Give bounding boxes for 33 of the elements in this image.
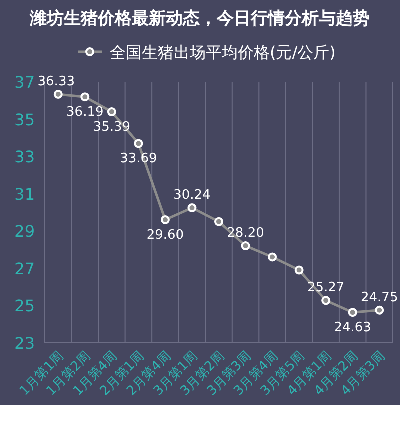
point [375, 306, 384, 315]
y-tick-label: 37 [14, 73, 35, 92]
data-label: 36.19 [66, 105, 104, 120]
point [214, 217, 224, 226]
y-tick-label: 33 [14, 148, 35, 167]
point [348, 308, 358, 318]
point [134, 139, 144, 148]
point [268, 252, 278, 262]
point [160, 215, 170, 224]
y-tick-label: 25 [14, 296, 35, 316]
point [241, 242, 250, 251]
point [107, 108, 116, 117]
data-label: 28.20 [227, 226, 264, 242]
chart-title: 潍坊生猪价格最新动态，今日行情分析与趋势 [29, 9, 370, 29]
point [80, 92, 90, 102]
y-tick-label: 35 [14, 110, 35, 130]
point [294, 266, 304, 275]
y-tick-label: 29 [14, 222, 35, 242]
point [188, 204, 197, 213]
data-label: 25.27 [307, 280, 345, 296]
data-label: 35.39 [93, 120, 131, 136]
data-label: 29.60 [146, 228, 184, 243]
data-label: 33.69 [120, 152, 158, 167]
y-tick-label: 23 [14, 334, 35, 353]
y-tick-label: 27 [14, 259, 35, 278]
data-label: 24.63 [334, 320, 372, 336]
y-tick-label: 31 [14, 184, 35, 204]
data-label: 36.33 [38, 74, 75, 90]
data-label: 30.24 [174, 188, 211, 204]
point [322, 296, 331, 306]
point [54, 90, 63, 99]
legend-label: 全国生猪出场平均价格(元/公斤) [110, 43, 336, 62]
data-label: 24.75 [361, 290, 398, 306]
